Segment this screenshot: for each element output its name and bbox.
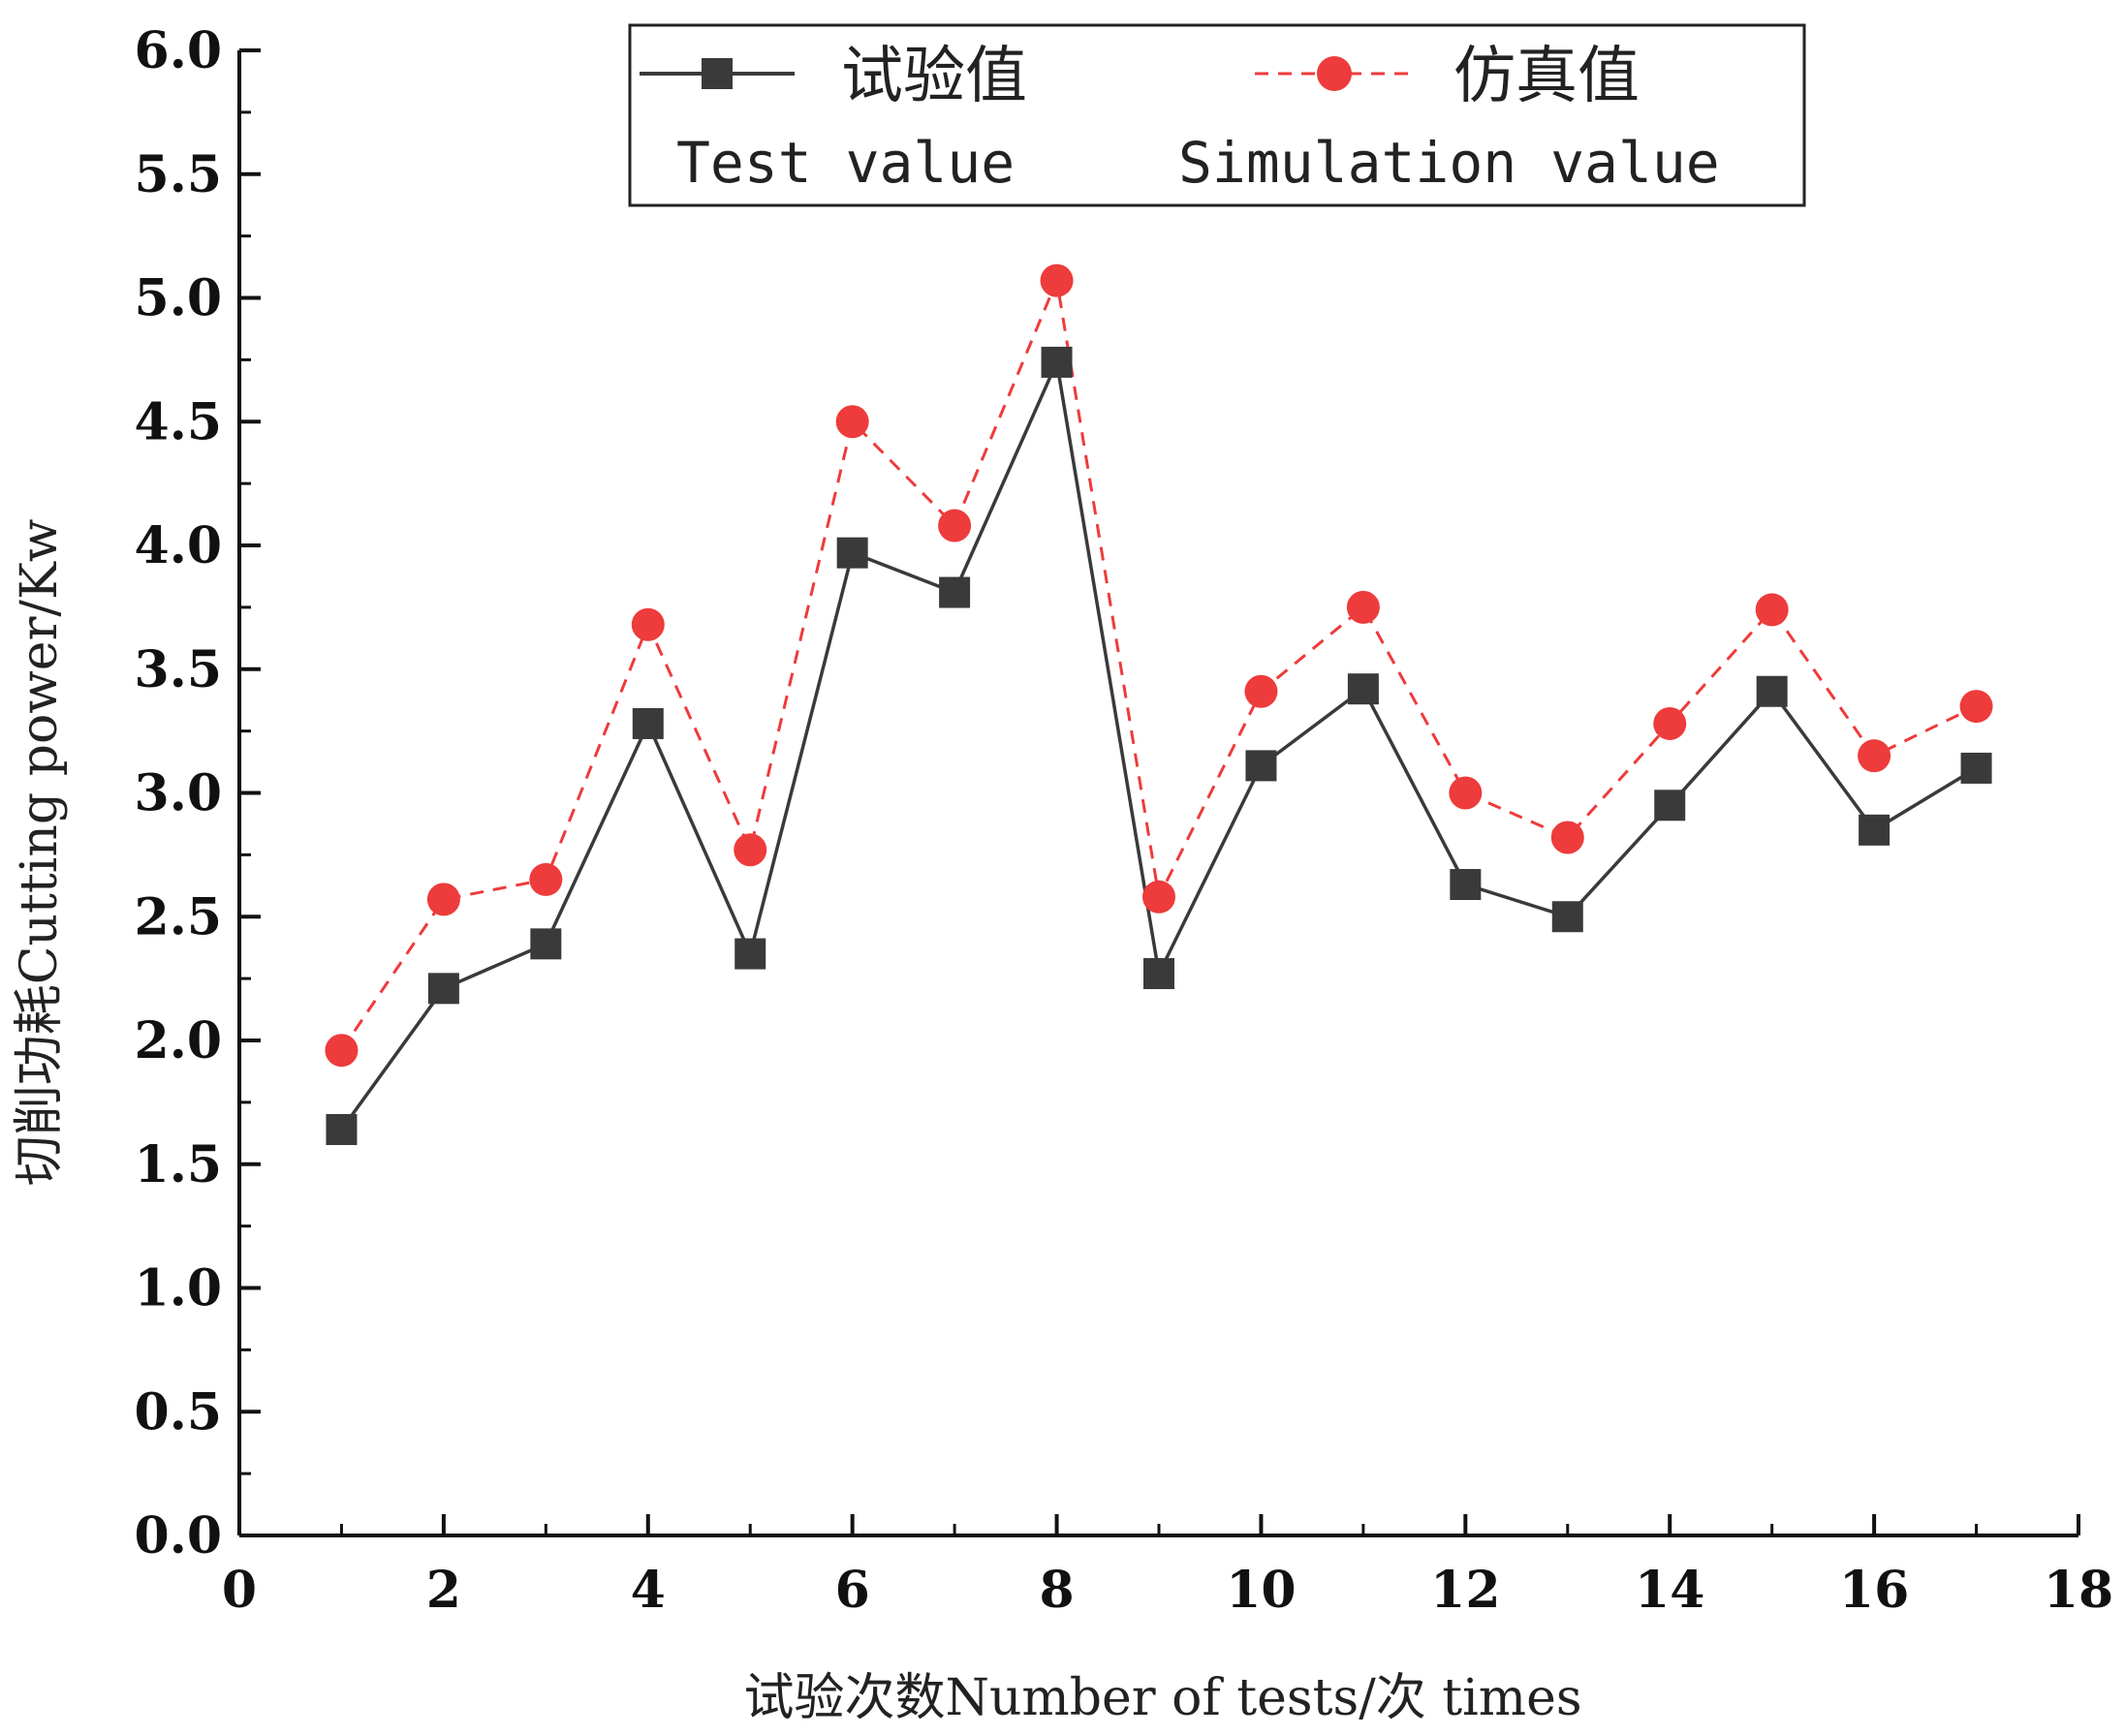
test-point xyxy=(427,973,459,1005)
test-point xyxy=(1551,901,1583,933)
sim-point xyxy=(835,405,869,439)
x-tick-label: 4 xyxy=(631,1561,666,1620)
test-point xyxy=(632,707,664,739)
test-point xyxy=(1347,673,1379,705)
y-tick-label: 6.0 xyxy=(135,21,222,80)
sim-point xyxy=(529,862,563,896)
test-point xyxy=(1450,869,1482,901)
x-tick-label: 12 xyxy=(1430,1561,1500,1620)
y-tick-label: 2.0 xyxy=(135,1011,222,1070)
test-point xyxy=(1654,790,1686,822)
sim-point xyxy=(1346,590,1380,624)
test-point xyxy=(836,537,868,569)
sim-point xyxy=(325,1034,359,1068)
x-tick-label: 10 xyxy=(1226,1561,1296,1620)
x-tick-label: 6 xyxy=(835,1561,870,1620)
x-tick-label: 0 xyxy=(222,1561,257,1620)
sim-point xyxy=(1653,706,1687,740)
x-axis-title: 试验次数Number of tests/次 times xyxy=(743,1669,1581,1727)
y-tick-label: 1.5 xyxy=(135,1135,222,1194)
y-tick-label: 4.5 xyxy=(135,392,222,451)
y-tick-label: 0.0 xyxy=(135,1506,222,1566)
sim-point xyxy=(631,607,665,641)
x-tick-label: 14 xyxy=(1635,1561,1704,1620)
sim-point xyxy=(1244,674,1278,708)
test-point xyxy=(1756,675,1788,707)
x-tick-label: 16 xyxy=(1839,1561,1909,1620)
legend: 试验值 Test value 仿真值 Simulation value xyxy=(628,23,1806,207)
test-point xyxy=(1041,346,1073,378)
sim-point xyxy=(1040,264,1074,297)
y-tick-label: 5.5 xyxy=(135,145,222,204)
sim-point xyxy=(1959,690,1993,724)
y-tick-label: 1.0 xyxy=(135,1259,222,1318)
sim-series-line xyxy=(340,275,1978,1052)
y-tick-label: 3.0 xyxy=(135,764,222,823)
legend-box xyxy=(628,23,1806,207)
legend-test-label-en: Test value xyxy=(676,130,1015,196)
y-tick-label: 4.0 xyxy=(135,516,222,575)
test-point xyxy=(1859,814,1891,846)
x-tick-label: 18 xyxy=(2044,1561,2113,1620)
sim-point xyxy=(1449,776,1483,810)
legend-sim-label-en: Simulation value xyxy=(1178,130,1720,196)
test-point xyxy=(734,938,766,970)
sim-point xyxy=(1550,821,1584,854)
sim-point xyxy=(1142,880,1175,914)
legend-test-label: 试验值 xyxy=(841,41,1027,112)
y-tick-label: 3.5 xyxy=(135,640,222,699)
test-point xyxy=(939,576,971,608)
test-point xyxy=(530,928,562,960)
y-tick-label: 5.0 xyxy=(135,269,222,328)
test-point xyxy=(1245,750,1277,782)
legend-sim-label: 仿真值 xyxy=(1453,41,1640,112)
test-point xyxy=(1143,958,1174,990)
sim-point xyxy=(1858,739,1891,773)
test-point xyxy=(1960,752,1992,784)
x-tick-label: 2 xyxy=(426,1561,461,1620)
y-tick-label: 2.5 xyxy=(135,887,222,946)
sim-point xyxy=(938,509,972,542)
y-axis-title: 切削功耗Cutting power/Kw xyxy=(11,519,69,1187)
legend-sim-marker xyxy=(1317,56,1352,91)
sim-point xyxy=(426,883,460,916)
sim-point xyxy=(1755,593,1789,627)
sim-point xyxy=(734,833,767,867)
legend-test-marker xyxy=(702,58,733,89)
series-layer xyxy=(325,264,1993,1145)
x-tick-label: 8 xyxy=(1039,1561,1074,1620)
y-tick-label: 0.5 xyxy=(135,1382,222,1442)
test-series-line xyxy=(339,356,1978,1132)
axes: 0.0 0.5 1.0 1.5 2.0 2.5 3.0 3.5 4.0 4.5 5.0 5.5 6.0 0… xyxy=(135,21,2114,1620)
test-point xyxy=(326,1113,358,1145)
